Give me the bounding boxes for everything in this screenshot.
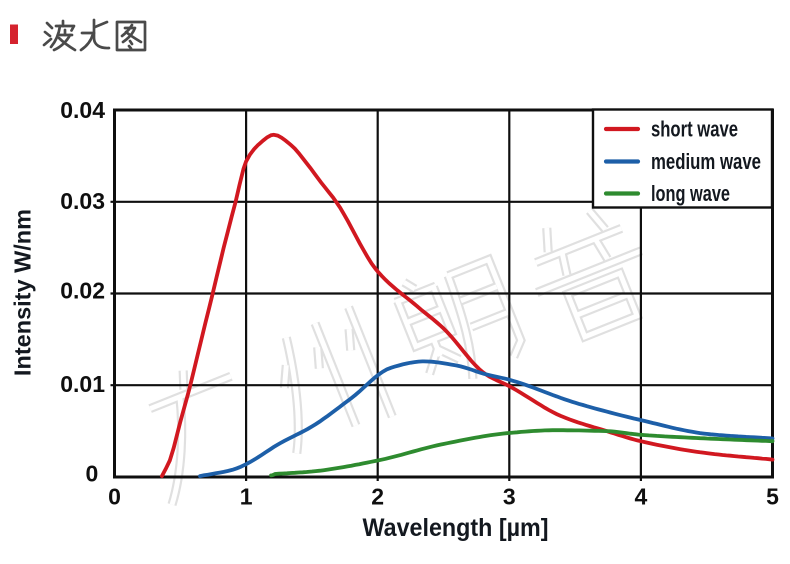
svg-text:4: 4 [635,484,648,510]
svg-text:Intensity W/nm: Intensity W/nm [10,209,36,376]
svg-text:3: 3 [503,484,516,510]
svg-text:5: 5 [766,484,779,510]
svg-text:long wave: long wave [651,181,730,206]
svg-text:0: 0 [108,484,121,510]
svg-text:short wave: short wave [651,117,738,142]
svg-text:medium wave: medium wave [651,149,761,174]
svg-text:Wavelength [µm]: Wavelength [µm] [363,514,549,542]
svg-text:1: 1 [240,484,253,510]
svg-text:0.02: 0.02 [60,278,105,304]
svg-text:0.04: 0.04 [60,97,105,123]
svg-text:0.01: 0.01 [60,371,105,397]
svg-text:2: 2 [371,484,384,510]
svg-text:0: 0 [86,460,99,486]
svg-text:0.03: 0.03 [60,188,105,214]
